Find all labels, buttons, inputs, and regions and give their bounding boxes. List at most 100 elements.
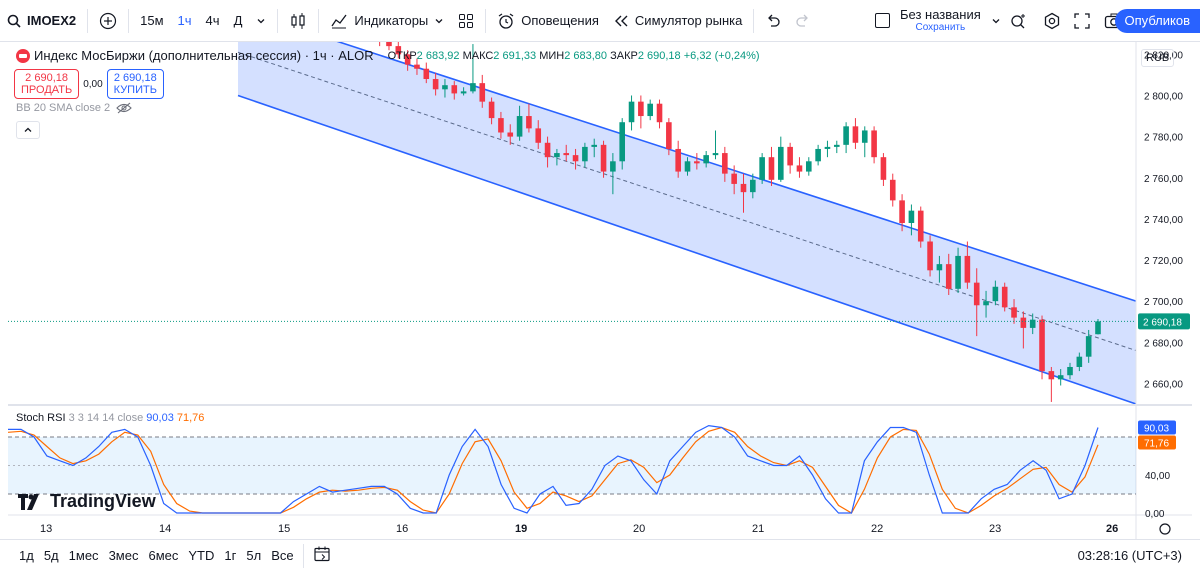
alerts-button[interactable]: Оповещения (490, 0, 606, 42)
divider (485, 8, 487, 33)
candle-body (722, 153, 728, 174)
candle-body (638, 101, 644, 117)
price-tick-label: 2 720,00 (1144, 256, 1183, 267)
interval-1d[interactable]: Д (233, 13, 243, 28)
candle-body (432, 79, 439, 90)
templates-button[interactable] (451, 0, 481, 42)
candle-body (880, 157, 887, 180)
bb-indicator-legend[interactable]: BB 20 SMA close 2 (16, 102, 132, 114)
chart-type-button[interactable] (282, 0, 314, 42)
settings-button[interactable] (1036, 0, 1068, 42)
candle-body (992, 286, 999, 302)
chevron-down-icon (435, 18, 443, 23)
layout-save-link[interactable]: Сохранить (915, 21, 966, 33)
interval-4h[interactable]: 4ч (205, 13, 220, 28)
tradingview-logo[interactable]: TradingView (18, 491, 156, 512)
clock-timezone[interactable]: 03:28:16 (UTC+3) (1077, 548, 1182, 563)
range-6m[interactable]: 6мес (148, 548, 179, 563)
candle-body (656, 103, 663, 123)
indicators-label: Индикаторы (354, 13, 429, 28)
candle-body (1067, 366, 1073, 376)
candle-body (507, 132, 514, 137)
range-1m[interactable]: 1мес (68, 548, 99, 563)
collapse-legend-button[interactable] (16, 121, 40, 139)
sell-button[interactable]: 2 690,18 ПРОДАТЬ (14, 69, 80, 99)
candle-body (1057, 375, 1064, 380)
scrollbar-track[interactable] (1192, 42, 1200, 539)
redo-button[interactable] (788, 0, 818, 42)
channel-lower-line (237, 94, 1137, 405)
candle-body (684, 161, 691, 172)
candle-body (619, 122, 626, 162)
spread-value: 0,00 (83, 78, 103, 90)
axis-settings-icon[interactable] (1159, 523, 1171, 535)
chart-area[interactable]: 2 820,00 2 800,00 2 780,00 2 760,00 2 740,00… (8, 42, 1192, 539)
fullscreen-button[interactable] (1067, 0, 1097, 42)
range-5y[interactable]: 5л (246, 548, 262, 563)
candle-body (470, 83, 476, 92)
divider (318, 8, 320, 33)
stoch-rsi-legend[interactable]: Stoch RSI 3 3 14 14 close 90,03 71,76 (16, 412, 204, 424)
quick-search-button[interactable] (1002, 0, 1034, 42)
layout-menu[interactable]: Без названия Сохранить (868, 0, 1008, 42)
candle-body (815, 148, 821, 162)
stoch-tick-label: 0,00 (1145, 509, 1165, 520)
candle-body (1095, 321, 1101, 335)
interval-15m[interactable]: 15м (140, 13, 164, 28)
goto-date-button[interactable] (308, 545, 336, 566)
time-tick-label: 19 (515, 523, 527, 535)
channel-fill (238, 42, 1136, 404)
publish-button[interactable]: Опубликов (1114, 9, 1200, 33)
candle-body (843, 126, 849, 145)
candle-body (731, 173, 737, 184)
candle-body (666, 122, 672, 149)
compare-button[interactable] (92, 0, 124, 42)
time-tick-label: 15 (278, 523, 290, 535)
range-5d[interactable]: 5д (43, 548, 59, 563)
candle-body (526, 116, 532, 129)
eye-hidden-icon[interactable] (116, 102, 132, 114)
redo-icon (796, 14, 809, 27)
candle-body (460, 91, 467, 94)
replay-button[interactable]: Симулятор рынка (606, 0, 749, 42)
stoch-k-line (8, 424, 1099, 514)
candle-body (787, 146, 793, 166)
stoch-params: 3 3 14 14 close (68, 412, 144, 424)
stoch-tick-label: 40,00 (1145, 471, 1170, 482)
symbol-name: IMOEX2 (27, 13, 77, 28)
candle-body (544, 142, 551, 158)
candle-body (899, 200, 905, 223)
symbol-legend: Индекс МосБиржи (дополнительная сессия) … (16, 48, 760, 63)
chart-canvas[interactable]: 2 820,00 2 800,00 2 780,00 2 760,00 2 740,00… (8, 42, 1192, 539)
candle-body (600, 144, 607, 172)
price-tick-label: 2 760,00 (1144, 174, 1183, 185)
bb-legend-text: BB 20 SMA close 2 (16, 102, 111, 114)
range-ytd[interactable]: YTD (188, 548, 215, 563)
range-3m[interactable]: 3мес (108, 548, 139, 563)
close-label: ЗАКР (610, 49, 638, 62)
candle-body (423, 68, 430, 80)
last-price-label: 2 690,18 (1143, 317, 1182, 328)
undo-button[interactable] (758, 0, 788, 42)
candle-body (983, 301, 989, 306)
interval-1h[interactable]: 1ч (177, 13, 192, 28)
range-1y[interactable]: 1г (224, 548, 237, 563)
change-value: +6,32 (+0,24%) (683, 49, 760, 62)
interval-dropdown[interactable] (249, 0, 273, 42)
layout-name: Без названия Сохранить (900, 8, 981, 34)
symbol-search[interactable]: IMOEX2 (0, 0, 83, 42)
candles-icon (291, 12, 305, 29)
candle-body (889, 179, 896, 201)
price-tick-label: 2 800,00 (1144, 91, 1183, 102)
candle-body (572, 155, 579, 162)
buy-button[interactable]: 2 690,18 КУПИТЬ (106, 69, 164, 99)
currency-selector[interactable]: RUB (1141, 49, 1175, 67)
alarm-clock-icon (498, 13, 514, 29)
indicators-button[interactable]: Индикаторы (323, 0, 451, 42)
range-all[interactable]: Все (271, 548, 294, 563)
channel-upper-line (336, 42, 1137, 302)
indicators-icon (331, 14, 347, 28)
candle-body (917, 210, 924, 242)
range-1d[interactable]: 1д (19, 548, 34, 563)
legend-title[interactable]: Индекс МосБиржи (дополнительная сессия) … (34, 48, 374, 63)
